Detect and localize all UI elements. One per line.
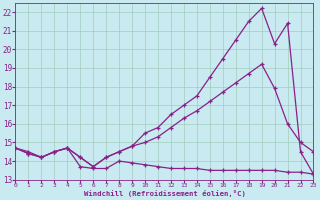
X-axis label: Windchill (Refroidissement éolien,°C): Windchill (Refroidissement éolien,°C) bbox=[84, 190, 245, 197]
